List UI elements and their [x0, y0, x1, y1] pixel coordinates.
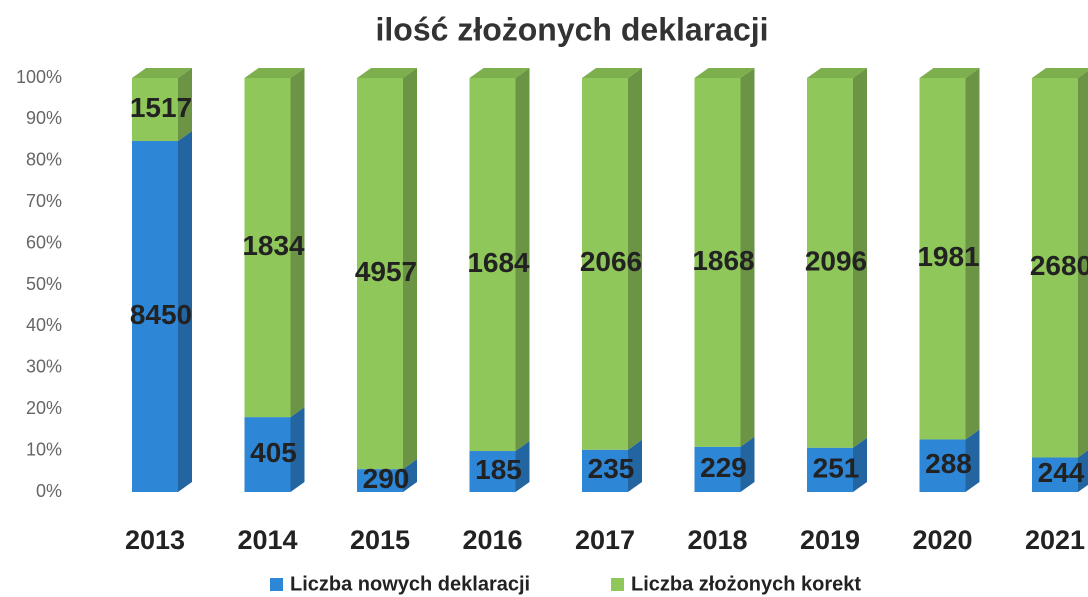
x-tick-label: 2015: [350, 525, 410, 555]
legend-label: Liczba złożonych korekt: [631, 573, 861, 595]
bar-side: [403, 459, 417, 492]
bar-top: [919, 68, 980, 78]
legend-swatch: [611, 578, 624, 591]
chart-title: ilość złożonych deklaracji: [375, 11, 768, 47]
data-label: 1981: [917, 241, 979, 272]
bar-segment: [469, 78, 516, 452]
bar-side: [1078, 70, 1088, 458]
data-label: 2096: [805, 245, 867, 276]
data-label: 8450: [130, 299, 192, 330]
bar-segment: [919, 78, 966, 440]
bar-side: [628, 68, 642, 450]
y-tick-label: 100%: [16, 67, 62, 87]
x-tick-label: 2016: [462, 525, 522, 555]
bar-segment: [469, 451, 516, 492]
bar-segment: [807, 78, 853, 448]
x-tick-label: 2021: [1025, 525, 1085, 555]
bar-top: [132, 68, 192, 78]
y-tick-label: 10%: [26, 439, 62, 459]
bar-top: [694, 68, 755, 78]
y-tick-label: 50%: [26, 274, 62, 294]
bar-top: [244, 68, 305, 78]
bar-segment: [807, 447, 853, 492]
bar-side: [515, 441, 530, 492]
bar-segment: [357, 78, 403, 470]
x-tick-label: 2018: [687, 525, 747, 555]
data-label: 288: [925, 448, 972, 479]
data-label: 405: [250, 437, 297, 468]
bar-segment: [357, 469, 403, 492]
y-tick-label: 80%: [26, 150, 62, 170]
bar-segment: [132, 78, 178, 142]
bar-side: [515, 68, 530, 452]
bar-top: [1032, 68, 1088, 78]
bar-top: [469, 68, 530, 78]
legend-swatch: [270, 578, 283, 591]
data-label: 1868: [692, 245, 754, 276]
bar-segment: [244, 417, 291, 492]
y-tick-label: 40%: [26, 315, 62, 335]
bar-side: [403, 68, 417, 470]
bar-side: [965, 429, 980, 492]
data-label: 1834: [242, 230, 305, 261]
bar-segment: [132, 141, 178, 493]
bar-segment: [694, 78, 741, 447]
bar-side: [853, 68, 867, 448]
data-label: 4957: [355, 256, 417, 287]
data-label: 185: [475, 454, 522, 485]
bar-side: [1078, 450, 1088, 492]
bar-segment: [582, 449, 628, 492]
x-tick-label: 2013: [125, 525, 185, 555]
y-tick-label: 70%: [26, 191, 62, 211]
y-tick-label: 60%: [26, 232, 62, 252]
bar-segment: [694, 446, 741, 492]
bar-side: [965, 68, 980, 440]
bar-side: [290, 407, 305, 492]
bar-segment: [1032, 457, 1078, 492]
bar-segment: [244, 78, 291, 418]
bar-side: [740, 68, 755, 447]
y-tick-label: 0%: [36, 481, 62, 501]
data-label: 244: [1038, 457, 1085, 488]
bar-top: [807, 68, 867, 78]
data-label: 2680: [1030, 250, 1088, 281]
data-label: 1517: [130, 92, 192, 123]
bar-segment: [919, 439, 966, 492]
bar-side: [178, 68, 192, 142]
data-label: 2066: [580, 246, 642, 277]
bar-segment: [1032, 78, 1078, 458]
bar-top: [582, 68, 642, 78]
x-tick-label: 2014: [237, 525, 297, 555]
data-label: 229: [700, 452, 747, 483]
legend-label: Liczba nowych deklaracji: [290, 573, 530, 595]
bar-top: [357, 68, 417, 78]
x-tick-label: 2020: [912, 525, 972, 555]
bar-side: [178, 131, 192, 493]
bar-side: [628, 439, 642, 492]
y-tick-label: 20%: [26, 398, 62, 418]
y-tick-label: 90%: [26, 108, 62, 128]
bar-side: [853, 437, 867, 492]
x-tick-label: 2019: [800, 525, 860, 555]
data-label: 1684: [467, 247, 530, 278]
bar-segment: [582, 78, 628, 450]
x-tick-label: 2017: [575, 525, 635, 555]
bar-side: [740, 436, 755, 492]
data-label: 290: [363, 463, 410, 494]
bar-side: [290, 68, 305, 418]
data-label: 251: [813, 452, 860, 483]
data-label: 235: [588, 453, 635, 484]
y-tick-label: 30%: [26, 357, 62, 377]
